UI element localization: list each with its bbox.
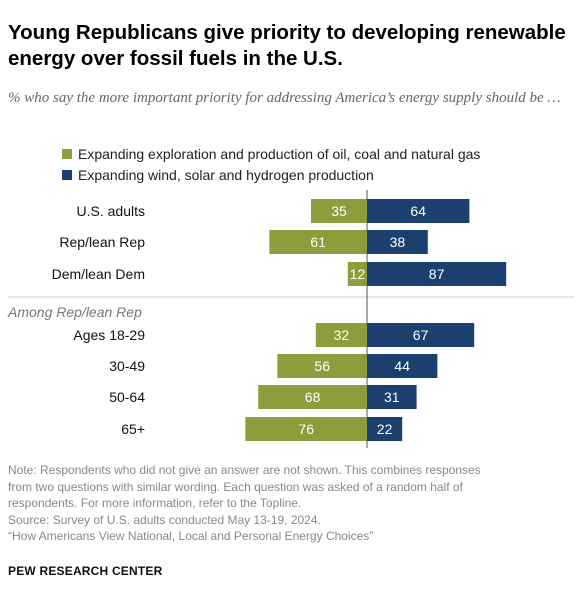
bar-renewable [367, 262, 507, 286]
legend: Expanding exploration and production of … [62, 143, 480, 185]
value-label-fossil: 35 [331, 203, 347, 219]
value-label-fossil: 76 [298, 421, 314, 437]
category-label: Ages 18-29 [73, 327, 145, 343]
bar-fossil [245, 417, 367, 441]
legend-item-renewable: Expanding wind, solar and hydrogen produ… [62, 164, 480, 185]
bar-fossil [258, 385, 367, 409]
report-title-line: “How Americans View National, Local and … [8, 529, 374, 544]
bar-fossil [347, 262, 367, 286]
category-label: Dem/lean Dem [52, 266, 145, 282]
value-label-fossil: 32 [334, 327, 350, 343]
note-line: from two questions with similar wording.… [8, 479, 463, 494]
value-label-renewable: 67 [413, 327, 429, 343]
chart-notes: Note: Respondents who did not give an an… [8, 462, 574, 545]
legend-label-renewable: Expanding wind, solar and hydrogen produ… [78, 166, 374, 183]
value-label-renewable: 87 [429, 266, 445, 282]
category-label: 30-49 [109, 358, 145, 374]
bar-renewable [367, 385, 417, 409]
value-label-renewable: 38 [390, 234, 406, 250]
legend-item-fossil: Expanding exploration and production of … [62, 143, 480, 164]
source-line: Source: Survey of U.S. adults conducted … [8, 512, 321, 527]
legend-swatch-fossil [62, 148, 72, 159]
bar-fossil [269, 230, 367, 254]
diverging-bar-chart: Among Rep/lean Rep 35 64 U.S. adults 61 38 Rep… [7, 190, 574, 448]
value-label-renewable: 64 [410, 203, 426, 219]
bar-renewable [367, 323, 475, 347]
category-label: U.S. adults [77, 203, 145, 219]
bar-renewable [367, 417, 403, 441]
value-label-renewable: 44 [394, 358, 410, 374]
chart-subtitle: % who say the more important priority fo… [8, 90, 561, 106]
legend-swatch-renewable [62, 169, 72, 180]
value-label-fossil: 12 [350, 266, 366, 282]
value-label-fossil: 61 [310, 234, 326, 250]
category-label: 50-64 [109, 389, 145, 405]
note-line: Note: Respondents who did not give an an… [8, 463, 481, 477]
bar-fossil [277, 354, 367, 378]
section-label: Among Rep/lean Rep [7, 304, 142, 320]
bar-renewable [367, 199, 470, 223]
bar-renewable [367, 230, 428, 254]
value-label-renewable: 31 [384, 389, 400, 405]
bar-fossil [315, 323, 367, 347]
legend-label-fossil: Expanding exploration and production of … [78, 145, 481, 162]
value-label-fossil: 56 [314, 358, 330, 374]
bar-fossil [311, 199, 367, 223]
value-label-fossil: 68 [305, 389, 321, 405]
note-line: respondents. For more information, refer… [8, 496, 302, 511]
category-label: 65+ [121, 421, 145, 437]
chart-title: Young Republicans give priority to devel… [8, 21, 566, 70]
bar-renewable [367, 354, 438, 378]
pew-logo-text: PEW RESEARCH CENTER [8, 564, 163, 578]
category-label: Rep/lean Rep [59, 234, 145, 250]
value-label-renewable: 22 [377, 421, 393, 437]
